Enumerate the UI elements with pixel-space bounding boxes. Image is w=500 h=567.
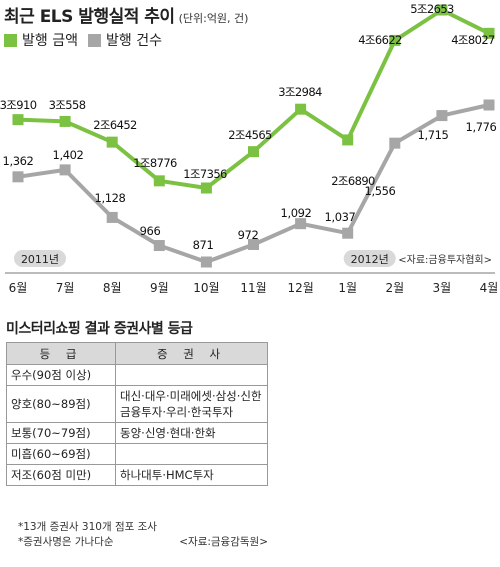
data-label-amount: 4조8027 bbox=[451, 33, 495, 47]
x-tick-label: 8월 bbox=[103, 281, 122, 295]
data-label-amount: 3조910 bbox=[0, 98, 37, 112]
chart-source: <자료:금융투자협회> bbox=[398, 253, 492, 266]
data-label-count: 1,092 bbox=[281, 206, 312, 220]
grade-cell: 우수(90점 이상) bbox=[6, 364, 116, 386]
data-label-count: 1,556 bbox=[365, 184, 396, 198]
grade-section: 미스터리쇼핑 결과 증권사별 등급 등 급 증 권 사 우수(90점 이상) 양… bbox=[6, 318, 268, 486]
data-label-amount: 2조6890 bbox=[331, 174, 375, 188]
data-point-amount bbox=[295, 103, 307, 115]
x-tick-label: 4월 bbox=[480, 281, 499, 295]
data-label-count: 1,128 bbox=[95, 191, 126, 205]
firms-cell: 하나대투·HMC투자 bbox=[115, 464, 268, 486]
legend-item-amount: 발행 금액 bbox=[4, 30, 78, 50]
year-marker-pill-0 bbox=[14, 250, 66, 267]
data-point-amount bbox=[342, 134, 354, 146]
table-row: 저조(60점 미만) 하나대투·HMC투자 bbox=[6, 464, 268, 486]
legend-swatch-count bbox=[87, 33, 101, 47]
table-row: 양호(80~89점) 대신·대우·미래에셋·삼성·신한금융투자·우리·한국투자 bbox=[6, 385, 268, 423]
x-tick-label: 1월 bbox=[338, 281, 357, 295]
data-label-count: 972 bbox=[238, 228, 259, 242]
data-point-count bbox=[342, 227, 354, 239]
data-label-count: 1,362 bbox=[3, 154, 34, 168]
legend-label-count: 발행 건수 bbox=[105, 33, 162, 49]
legend: 발행 금액 발행 건수 bbox=[4, 30, 172, 50]
firms-cell bbox=[115, 364, 268, 386]
data-point-amount bbox=[389, 34, 401, 46]
data-label-amount: 2조4565 bbox=[228, 128, 272, 142]
grade-cell: 저조(60점 미만) bbox=[6, 464, 116, 486]
data-label-count: 871 bbox=[193, 238, 214, 252]
header-grade: 등 급 bbox=[6, 342, 116, 365]
data-point-amount bbox=[12, 114, 24, 126]
data-point-count bbox=[12, 171, 24, 183]
grade-cell: 미흡(60~69점) bbox=[6, 443, 116, 465]
table-header-row: 등 급 증 권 사 bbox=[6, 342, 268, 365]
legend-item-count: 발행 건수 bbox=[87, 30, 162, 50]
data-point-amount bbox=[59, 115, 71, 127]
data-label-amount: 1조7356 bbox=[183, 167, 227, 181]
year-marker-label-0: 2011년 bbox=[21, 253, 59, 266]
data-label-amount: 1조8776 bbox=[133, 156, 177, 170]
table-row: 미흡(60~69점) bbox=[6, 443, 268, 465]
data-point-count bbox=[436, 110, 448, 122]
table-source: <자료:금융감독원> bbox=[179, 536, 268, 548]
x-tick-label: 10월 bbox=[193, 281, 219, 295]
grade-table: 등 급 증 권 사 우수(90점 이상) 양호(80~89점) 대신·대우·미래… bbox=[6, 342, 268, 486]
data-label-count: 1,715 bbox=[418, 128, 449, 142]
data-label-amount: 5조2653 bbox=[410, 2, 454, 16]
note-survey: *13개 증권사 310개 점포 조사 bbox=[18, 521, 157, 533]
x-tick-label: 9월 bbox=[150, 281, 169, 295]
data-label-count: 1,776 bbox=[466, 120, 497, 134]
data-point-count bbox=[389, 137, 401, 149]
data-label-amount: 3조558 bbox=[49, 98, 86, 112]
data-point-amount bbox=[153, 175, 165, 187]
note-order: *증권사명은 가나다순 bbox=[18, 536, 114, 548]
firms-cell bbox=[115, 443, 268, 465]
data-point-amount bbox=[248, 146, 259, 158]
data-point-count bbox=[200, 256, 212, 268]
legend-label-amount: 발행 금액 bbox=[22, 33, 78, 49]
year-marker-label-1: 2012년 bbox=[351, 253, 389, 266]
series-line-amount bbox=[17, 8, 490, 190]
table-row: 보통(70~79점) 동양·신영·현대·한화 bbox=[6, 422, 268, 444]
data-label-amount: 4조6622 bbox=[358, 33, 402, 47]
firms-cell: 대신·대우·미래에셋·삼성·신한금융투자·우리·한국투자 bbox=[115, 385, 268, 423]
data-label-count: 1,402 bbox=[53, 148, 84, 162]
data-point-count bbox=[59, 164, 71, 176]
x-tick-label: 11월 bbox=[240, 281, 266, 295]
year-marker-pill-1 bbox=[343, 250, 396, 267]
data-label-count: 1,037 bbox=[325, 210, 356, 224]
x-tick-label: 2월 bbox=[385, 281, 404, 295]
firms-cell: 동양·신영·현대·한화 bbox=[115, 422, 268, 444]
data-point-count bbox=[248, 238, 259, 250]
x-tick-label: 7월 bbox=[56, 281, 75, 295]
x-tick-label: 12월 bbox=[287, 281, 313, 295]
data-label-count: 966 bbox=[140, 224, 161, 238]
chart-header: 최근 ELS 발행실적 추이 (단위:억원, 건) bbox=[4, 2, 498, 27]
header-firms: 증 권 사 bbox=[115, 342, 268, 365]
data-point-amount bbox=[436, 4, 448, 16]
x-tick-label: 3월 bbox=[433, 281, 452, 295]
data-point-count bbox=[153, 240, 165, 252]
grade-cell: 보통(70~79점) bbox=[6, 422, 116, 444]
data-point-amount bbox=[106, 136, 118, 148]
table-notes: *13개 증권사 310개 점포 조사 *증권사명은 가나다순 <자료:금융감독… bbox=[18, 520, 268, 550]
data-label-amount: 2조6452 bbox=[93, 118, 137, 132]
chart-title: 최근 ELS 발행실적 추이 bbox=[4, 7, 175, 27]
grade-table-title: 미스터리쇼핑 결과 증권사별 등급 bbox=[6, 321, 193, 337]
x-tick-label: 6월 bbox=[9, 281, 28, 295]
data-point-count bbox=[295, 218, 307, 230]
data-point-count bbox=[483, 99, 495, 111]
data-point-amount bbox=[483, 27, 495, 39]
table-row: 우수(90점 이상) bbox=[6, 364, 268, 386]
data-point-count bbox=[106, 211, 118, 223]
unit-label: (단위:억원, 건) bbox=[178, 12, 249, 25]
grade-cell: 양호(80~89점) bbox=[6, 385, 116, 423]
data-point-amount bbox=[200, 182, 212, 194]
line-chart: 2011년 2012년 <자료:금융투자협회> 6월 7월 8월 9월 10월 11월 12월 1월… bbox=[0, 2, 499, 295]
legend-swatch-amount bbox=[4, 33, 17, 47]
data-label-amount: 3조2984 bbox=[278, 85, 322, 99]
